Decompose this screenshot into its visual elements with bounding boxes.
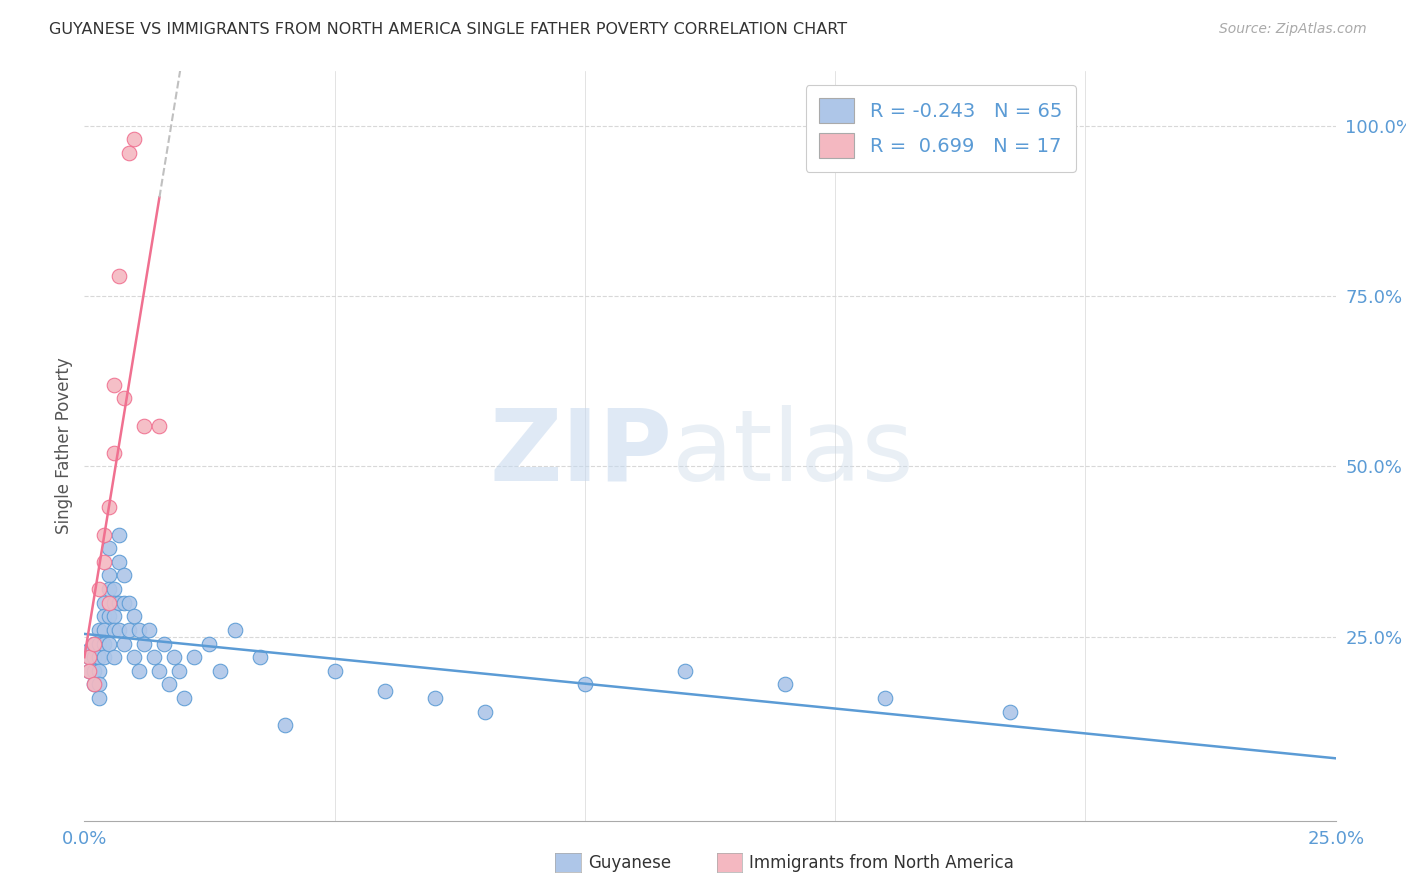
Point: [83, 636, 105, 650]
Point: [93, 623, 115, 637]
Point: [79, 664, 101, 678]
Legend: R = -0.243   N = 65, R =  0.699   N = 17: R = -0.243 N = 65, R = 0.699 N = 17: [806, 85, 1076, 172]
Point: [83, 636, 105, 650]
Point: [249, 650, 271, 665]
Point: [163, 650, 186, 665]
Point: [89, 691, 111, 706]
Point: [103, 650, 125, 665]
Point: [98, 582, 121, 596]
Point: [159, 677, 181, 691]
Point: [574, 677, 596, 691]
Point: [98, 500, 121, 515]
Point: [112, 392, 135, 406]
Point: [79, 664, 101, 678]
Point: [89, 650, 111, 665]
Point: [138, 623, 160, 637]
Text: Immigrants from North America: Immigrants from North America: [749, 854, 1014, 871]
Point: [134, 636, 156, 650]
Point: [198, 636, 221, 650]
Point: [128, 664, 150, 678]
Point: [108, 596, 131, 610]
Point: [103, 596, 125, 610]
Point: [89, 636, 111, 650]
Point: [224, 623, 246, 637]
Point: [148, 664, 170, 678]
Point: [773, 677, 796, 691]
Point: [112, 568, 135, 582]
Point: [98, 609, 121, 624]
Point: [112, 636, 135, 650]
Point: [124, 132, 146, 146]
Point: [98, 596, 121, 610]
Point: [108, 268, 131, 283]
Point: [153, 636, 176, 650]
Point: [79, 643, 101, 657]
Point: [169, 664, 191, 678]
Point: [124, 609, 146, 624]
Point: [83, 650, 105, 665]
Point: [103, 582, 125, 596]
Point: [173, 691, 195, 706]
Point: [89, 582, 111, 596]
Point: [89, 677, 111, 691]
Point: [183, 650, 205, 665]
Point: [134, 418, 156, 433]
Point: [103, 377, 125, 392]
Point: [103, 446, 125, 460]
Point: [103, 609, 125, 624]
Point: [98, 541, 121, 556]
Point: [89, 664, 111, 678]
Point: [93, 650, 115, 665]
Text: Source: ZipAtlas.com: Source: ZipAtlas.com: [1219, 22, 1367, 37]
Point: [118, 146, 141, 161]
Point: [108, 555, 131, 569]
Point: [89, 623, 111, 637]
Point: [108, 623, 131, 637]
Point: [108, 527, 131, 541]
Point: [103, 623, 125, 637]
Text: GUYANESE VS IMMIGRANTS FROM NORTH AMERICA SINGLE FATHER POVERTY CORRELATION CHAR: GUYANESE VS IMMIGRANTS FROM NORTH AMERIC…: [49, 22, 848, 37]
Point: [423, 691, 446, 706]
Point: [1000, 705, 1022, 719]
Point: [143, 650, 166, 665]
Text: Guyanese: Guyanese: [588, 854, 671, 871]
Point: [83, 677, 105, 691]
Point: [273, 718, 295, 732]
Point: [98, 636, 121, 650]
Point: [208, 664, 231, 678]
Point: [374, 684, 396, 698]
Point: [875, 691, 897, 706]
Point: [93, 596, 115, 610]
Point: [93, 527, 115, 541]
Point: [148, 418, 170, 433]
Point: [79, 650, 101, 665]
Point: [79, 650, 101, 665]
Point: [323, 664, 346, 678]
Text: ZIP: ZIP: [489, 405, 672, 502]
Point: [124, 650, 146, 665]
Point: [83, 664, 105, 678]
Point: [98, 568, 121, 582]
Point: [118, 623, 141, 637]
Point: [474, 705, 496, 719]
Point: [93, 555, 115, 569]
Point: [93, 609, 115, 624]
Y-axis label: Single Father Poverty: Single Father Poverty: [55, 358, 73, 534]
Point: [93, 636, 115, 650]
Point: [673, 664, 696, 678]
Point: [118, 596, 141, 610]
Point: [83, 677, 105, 691]
Point: [128, 623, 150, 637]
Text: atlas: atlas: [672, 405, 914, 502]
Point: [112, 596, 135, 610]
